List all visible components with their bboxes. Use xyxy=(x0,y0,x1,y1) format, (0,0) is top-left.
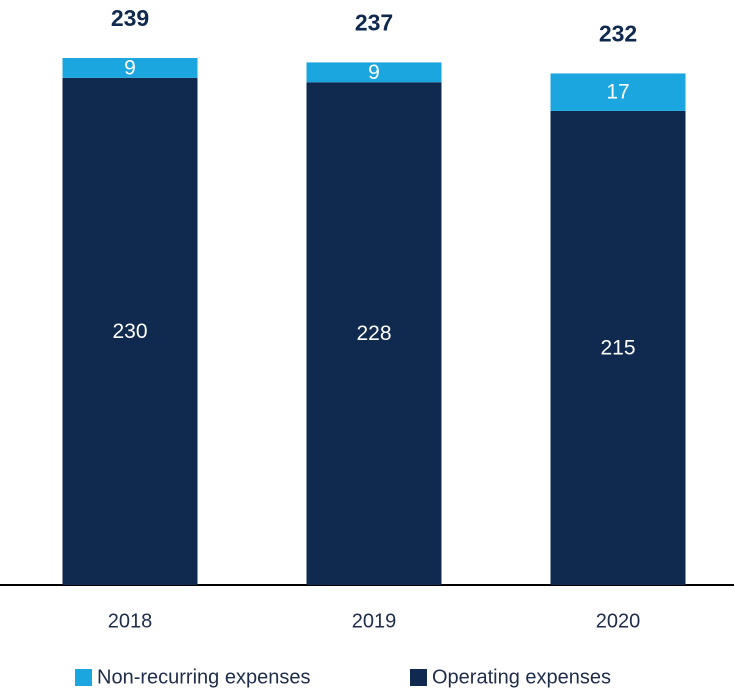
x-tick-label: 2020 xyxy=(596,610,641,632)
bar-segment xyxy=(62,77,198,586)
segment-label: 215 xyxy=(600,337,635,360)
segment-label: 230 xyxy=(112,320,147,343)
total-label: 232 xyxy=(599,21,637,47)
total-label: 237 xyxy=(355,9,393,35)
segment-label: 9 xyxy=(368,61,380,84)
legend-label: Non-recurring expenses xyxy=(97,666,310,688)
segment-label: 228 xyxy=(356,322,391,345)
bar-segment xyxy=(62,58,198,78)
bar-segment xyxy=(550,110,686,585)
segment-label: 17 xyxy=(606,81,629,104)
bar-segment xyxy=(306,62,442,83)
bar-segment xyxy=(550,73,686,111)
segment-label: 9 xyxy=(124,56,136,79)
bar-segment xyxy=(306,82,442,585)
legend-swatch xyxy=(410,669,427,686)
x-tick-label: 2019 xyxy=(352,610,397,632)
legend-swatch xyxy=(75,669,92,686)
legend-label: Operating expenses xyxy=(432,666,611,688)
x-tick-label: 2018 xyxy=(108,610,153,632)
total-label: 239 xyxy=(111,5,149,31)
